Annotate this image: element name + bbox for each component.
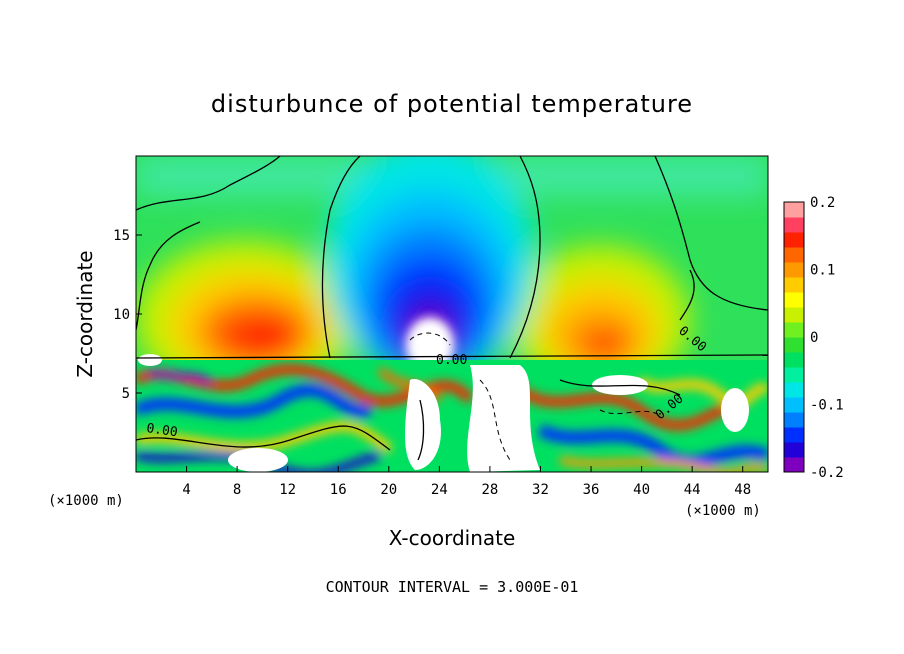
x-tick-label: 4 [182,482,190,498]
contour-lines [136,156,768,461]
y-tick-label: 5 [122,386,130,402]
colorbar-frame [783,201,805,473]
colorbar-swatch [784,457,804,473]
x-unit-label-right: (×1000 m) [685,503,761,519]
x-tick-label: 24 [431,482,448,498]
x-tick-label: 48 [734,482,751,498]
contour-label: 0.00 [145,421,178,440]
colorbar-swatch [784,337,804,353]
y-tick-label: 15 [113,228,130,244]
y-tick-label: 10 [113,307,130,323]
contour-label: 0.00 [436,353,467,368]
colorbar-swatch [784,202,804,218]
colorbar-swatch [784,307,804,323]
colorbar-swatch [784,232,804,248]
colorbar-swatch [784,412,804,428]
x-unit-label: (×1000 m) [48,493,124,509]
colorbar-swatch [784,397,804,413]
colorbar-tick-label: -0.2 [810,465,844,481]
x-tick-label: 8 [233,482,241,498]
contour-interval-text: CONTOUR INTERVAL = 3.000E-01 [326,578,579,596]
colorbar-swatch [784,367,804,383]
chart-title: disturbunce of potential temperature [211,90,693,118]
colorbar-tick-label: 0.2 [810,195,835,211]
colorbar-swatch [784,352,804,368]
x-tick-label: 32 [532,482,549,498]
colorbar-swatch [784,277,804,293]
colorbar-swatch [784,247,804,263]
x-tick-label: 12 [279,482,296,498]
x-tick-label: 40 [633,482,650,498]
x-tick-label: 36 [583,482,600,498]
colorbar-swatch [784,262,804,278]
colorbar-swatch [784,292,804,308]
x-tick-label: 20 [380,482,397,498]
colorbar-swatch [784,322,804,338]
colorbar-swatch [784,217,804,233]
heatmap-field: 0.00 0.00 0.00 0.00 [136,156,768,472]
colorbar-tick-label: 0 [810,330,818,346]
colorbar-swatch [784,382,804,398]
colorbar-swatch [784,442,804,458]
x-tick-label: 16 [330,482,347,498]
colorbar: 0.2 0.1 0 -0.1 -0.2 [783,195,844,481]
colorbar-swatch [784,427,804,443]
colorbar-tick-label: 0.1 [810,263,835,279]
x-tick-label: 28 [481,482,498,498]
x-tick-label: 44 [684,482,701,498]
y-axis-label: Z-coordinate [73,250,97,377]
colorbar-tick-label: -0.1 [810,398,844,414]
x-axis-label: X-coordinate [389,526,516,550]
